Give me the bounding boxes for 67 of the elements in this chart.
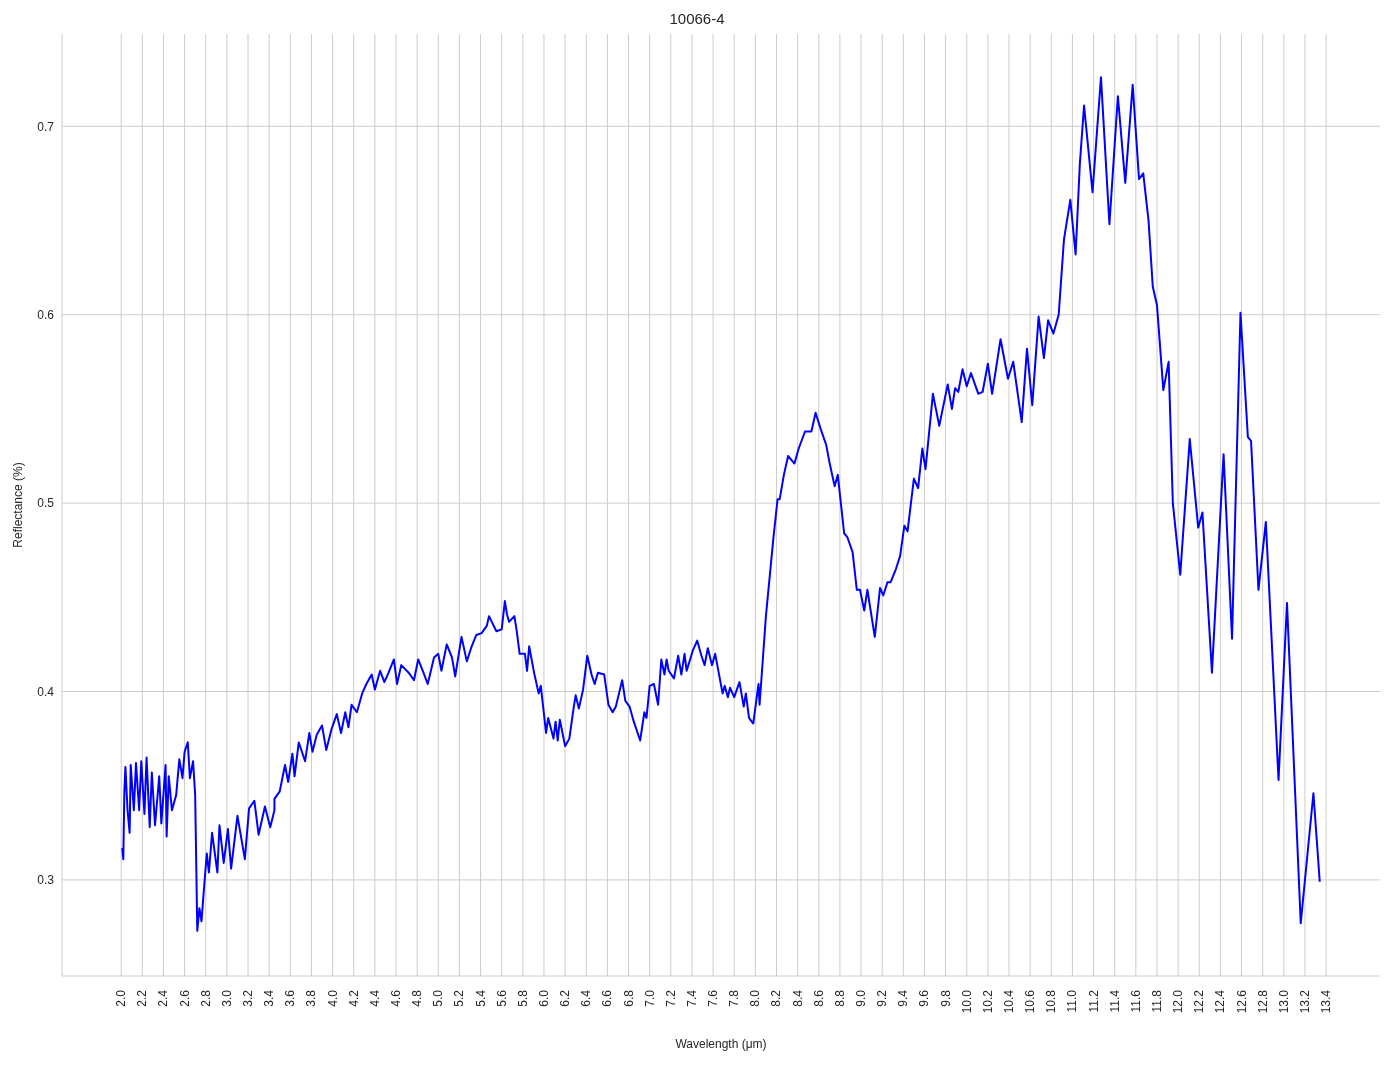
x-tick-label: 5.0 bbox=[431, 989, 446, 1007]
x-tick-label: 13.2 bbox=[1297, 989, 1312, 1014]
x-tick-label: 11.6 bbox=[1128, 989, 1143, 1013]
x-tick-label: 8.4 bbox=[790, 989, 805, 1007]
chart-title: 10066-4 bbox=[668, 9, 726, 29]
x-tick-label: 5.4 bbox=[473, 989, 488, 1007]
x-tick-label: 6.4 bbox=[579, 989, 594, 1007]
y-tick-label: 0.3 bbox=[37, 873, 55, 888]
x-tick-label: 12.6 bbox=[1234, 989, 1249, 1014]
y-tick-label: 0.4 bbox=[37, 684, 55, 699]
x-tick-label: 3.4 bbox=[262, 989, 277, 1007]
x-tick-label: 11.8 bbox=[1149, 989, 1164, 1013]
x-tick-label: 3.8 bbox=[304, 989, 319, 1007]
y-tick-label: 0.7 bbox=[37, 119, 55, 134]
x-tick-label: 7.8 bbox=[727, 989, 742, 1007]
x-tick-label: 8.0 bbox=[748, 989, 763, 1007]
x-tick-label: 11.0 bbox=[1065, 989, 1080, 1013]
x-tick-label: 13.4 bbox=[1319, 989, 1334, 1014]
x-tick-label: 4.8 bbox=[410, 989, 425, 1007]
x-tick-label: 10.6 bbox=[1023, 989, 1038, 1014]
x-tick-label: 2.6 bbox=[177, 989, 192, 1007]
x-tick-label: 2.0 bbox=[114, 989, 129, 1007]
x-tick-label: 7.6 bbox=[706, 989, 721, 1007]
x-tick-label: 12.8 bbox=[1255, 989, 1270, 1014]
x-tick-label: 12.0 bbox=[1171, 989, 1186, 1014]
x-tick-label: 9.8 bbox=[938, 989, 953, 1007]
x-tick-label: 6.2 bbox=[558, 989, 573, 1007]
x-tick-label: 10.2 bbox=[980, 989, 995, 1014]
x-tick-label: 5.6 bbox=[494, 989, 509, 1007]
x-tick-label: 9.6 bbox=[917, 989, 932, 1007]
x-tick-label: 4.2 bbox=[346, 989, 361, 1007]
y-tick-label: 0.6 bbox=[37, 307, 55, 322]
x-tick-label: 5.2 bbox=[452, 989, 467, 1007]
x-tick-label: 6.6 bbox=[600, 989, 615, 1007]
x-tick-label: 9.2 bbox=[875, 989, 890, 1007]
x-tick-label: 12.4 bbox=[1213, 989, 1228, 1014]
x-tick-label: 10.8 bbox=[1044, 989, 1059, 1014]
x-tick-label: 4.6 bbox=[388, 989, 403, 1007]
x-tick-label: 4.4 bbox=[367, 989, 382, 1007]
line-series bbox=[121, 76, 1321, 932]
x-tick-label: 3.0 bbox=[219, 989, 234, 1007]
x-tick-label: 3.6 bbox=[283, 989, 298, 1007]
y-tick-label: 0.5 bbox=[37, 496, 55, 511]
x-tick-label: 7.2 bbox=[663, 989, 678, 1007]
x-tick-label: 9.0 bbox=[854, 989, 869, 1007]
x-tick-label: 8.6 bbox=[811, 989, 826, 1007]
x-tick-label: 7.4 bbox=[684, 989, 699, 1007]
x-tick-label: 2.2 bbox=[135, 989, 150, 1007]
x-tick-label: 3.2 bbox=[241, 989, 256, 1007]
y-axis-title: Reflectance (%) bbox=[11, 462, 26, 548]
x-tick-label: 11.4 bbox=[1107, 989, 1122, 1013]
x-tick-label: 11.2 bbox=[1086, 989, 1101, 1013]
x-tick-label: 6.0 bbox=[536, 989, 551, 1007]
x-tick-label: 2.4 bbox=[156, 989, 171, 1007]
x-tick-label: 8.2 bbox=[769, 989, 784, 1007]
x-tick-label: 8.8 bbox=[832, 989, 847, 1007]
x-tick-label: 6.8 bbox=[621, 989, 636, 1007]
x-tick-label: 10.0 bbox=[959, 989, 974, 1014]
x-tick-label: 2.8 bbox=[198, 989, 213, 1007]
x-tick-label: 9.4 bbox=[896, 989, 911, 1007]
x-tick-label: 7.0 bbox=[642, 989, 657, 1007]
x-axis-title: Wavelength (μm) bbox=[675, 1037, 767, 1051]
x-tick-label: 10.4 bbox=[1002, 989, 1017, 1014]
x-tick-label: 13.0 bbox=[1276, 989, 1291, 1014]
x-tick-label: 4.0 bbox=[325, 989, 340, 1007]
x-tick-label: 12.2 bbox=[1192, 989, 1207, 1014]
x-tick-label: 5.8 bbox=[515, 989, 530, 1007]
